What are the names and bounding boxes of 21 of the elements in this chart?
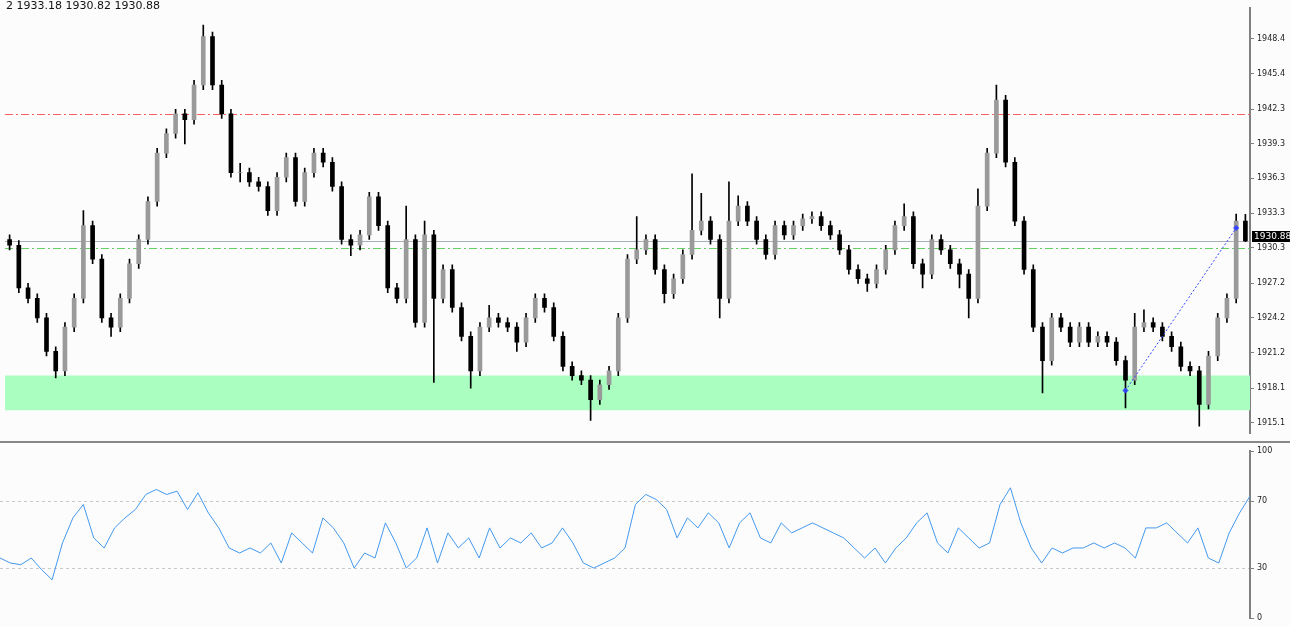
y-tick-label: 1948.4	[1257, 34, 1285, 43]
ref-line-label: 1930.88	[1254, 230, 1290, 241]
candlestick	[634, 216, 640, 265]
y-tick-label: 1930.3	[1257, 242, 1285, 252]
y-tick-label: 30	[1257, 563, 1268, 573]
y-tick-label: 0	[1257, 613, 1263, 623]
annotation: 2 1933.18 1930.82 1930.88	[6, 0, 160, 13]
y-tick-label: 1927.2	[1257, 278, 1285, 288]
candlestick	[237, 163, 243, 183]
y-tick-label: 1918.1	[1257, 383, 1285, 393]
y-tick-label: 1942.3	[1257, 104, 1285, 114]
y-tick-label: 1933.3	[1257, 208, 1285, 218]
y-tick-label: 70	[1257, 496, 1268, 506]
y-tick-label: 1939.3	[1257, 138, 1285, 148]
y-tick-label: 1921.2	[1257, 347, 1285, 357]
y-tick-label: 1924.2	[1257, 312, 1285, 322]
y-tick-label: 100	[1257, 446, 1273, 456]
candlestick	[698, 193, 704, 236]
y-tick-label: 1936.3	[1257, 173, 1285, 183]
y-tick-label: 1915.1	[1257, 417, 1285, 427]
y-tick-label: 1945.4	[1257, 68, 1285, 78]
